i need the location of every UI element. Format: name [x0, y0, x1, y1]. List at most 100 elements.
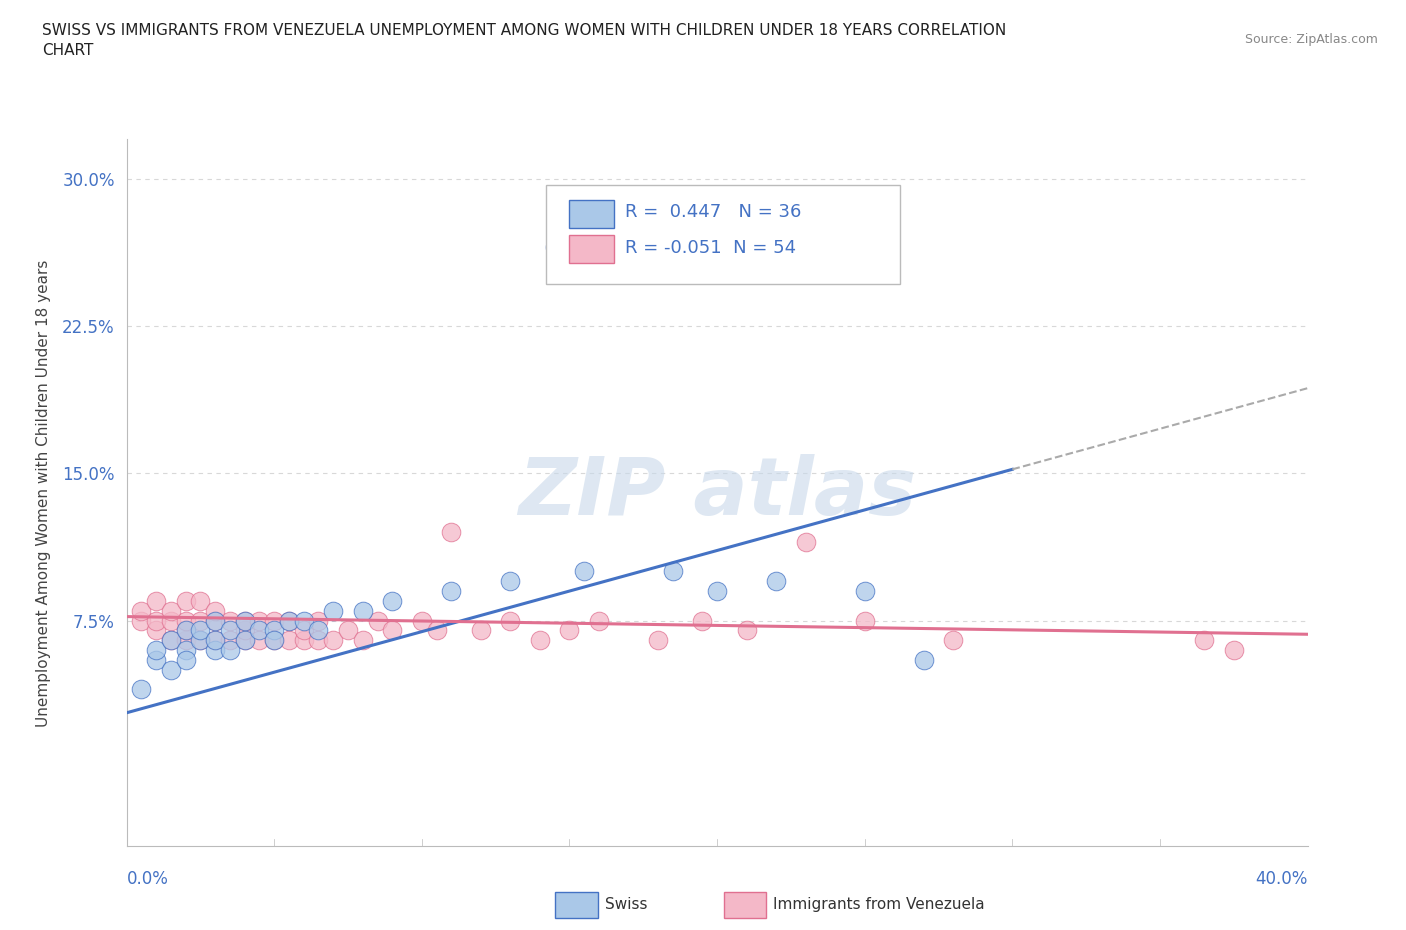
- Point: [529, 632, 551, 647]
- Text: 0.0%: 0.0%: [127, 870, 169, 888]
- Point: [159, 613, 183, 628]
- Point: [204, 613, 226, 628]
- Point: [159, 632, 183, 647]
- Point: [159, 604, 183, 618]
- Point: [307, 623, 329, 638]
- Point: [1192, 632, 1215, 647]
- Point: [765, 574, 787, 589]
- Text: 40.0%: 40.0%: [1256, 870, 1308, 888]
- Point: [188, 623, 211, 638]
- Point: [263, 632, 285, 647]
- Point: [292, 632, 315, 647]
- Point: [853, 613, 876, 628]
- Point: [129, 682, 153, 697]
- FancyBboxPatch shape: [546, 185, 900, 285]
- Point: [278, 632, 301, 647]
- Point: [174, 643, 197, 658]
- Point: [307, 632, 329, 647]
- Point: [145, 652, 167, 667]
- Point: [499, 574, 522, 589]
- Point: [174, 623, 197, 638]
- Point: [145, 593, 167, 608]
- Point: [912, 652, 935, 667]
- Point: [425, 623, 447, 638]
- Point: [129, 604, 153, 618]
- Point: [381, 593, 404, 608]
- Point: [690, 613, 713, 628]
- Point: [159, 632, 183, 647]
- Point: [411, 613, 433, 628]
- Point: [574, 564, 596, 578]
- Point: [706, 584, 728, 599]
- Point: [204, 604, 226, 618]
- Point: [204, 632, 226, 647]
- Point: [188, 613, 211, 628]
- Point: [145, 613, 167, 628]
- Point: [219, 632, 242, 647]
- Point: [174, 632, 197, 647]
- Point: [558, 623, 581, 638]
- Point: [219, 623, 242, 638]
- Point: [647, 632, 669, 647]
- Point: [174, 623, 197, 638]
- Point: [794, 535, 817, 550]
- Text: R = -0.051  N = 54: R = -0.051 N = 54: [624, 239, 796, 257]
- Point: [159, 662, 183, 677]
- Point: [174, 652, 197, 667]
- Point: [440, 525, 463, 539]
- Point: [278, 613, 301, 628]
- Point: [247, 632, 270, 647]
- Point: [263, 613, 285, 628]
- Text: Source: ZipAtlas.com: Source: ZipAtlas.com: [1244, 33, 1378, 46]
- Point: [247, 613, 270, 628]
- Point: [204, 643, 226, 658]
- Point: [188, 632, 211, 647]
- Point: [942, 632, 965, 647]
- Point: [188, 593, 211, 608]
- Text: ZIP atlas: ZIP atlas: [517, 454, 917, 532]
- FancyBboxPatch shape: [569, 200, 614, 228]
- Text: R =  0.447   N = 36: R = 0.447 N = 36: [624, 204, 801, 221]
- Point: [204, 632, 226, 647]
- Point: [322, 604, 344, 618]
- Point: [588, 613, 610, 628]
- Point: [174, 613, 197, 628]
- Point: [233, 632, 256, 647]
- Point: [263, 632, 285, 647]
- Point: [366, 613, 388, 628]
- Point: [233, 613, 256, 628]
- Point: [352, 604, 374, 618]
- Point: [292, 613, 315, 628]
- Point: [278, 613, 301, 628]
- Point: [853, 584, 876, 599]
- Point: [219, 643, 242, 658]
- Point: [735, 623, 758, 638]
- Point: [337, 623, 360, 638]
- Point: [145, 623, 167, 638]
- Point: [174, 593, 197, 608]
- Point: [204, 613, 226, 628]
- Text: Swiss: Swiss: [605, 897, 647, 912]
- Point: [1222, 643, 1246, 658]
- Point: [307, 613, 329, 628]
- Point: [219, 613, 242, 628]
- Point: [145, 643, 167, 658]
- Point: [263, 623, 285, 638]
- Point: [233, 632, 256, 647]
- Point: [440, 584, 463, 599]
- Text: SWISS VS IMMIGRANTS FROM VENEZUELA UNEMPLOYMENT AMONG WOMEN WITH CHILDREN UNDER : SWISS VS IMMIGRANTS FROM VENEZUELA UNEMP…: [42, 23, 1007, 58]
- Point: [543, 240, 565, 255]
- Point: [233, 613, 256, 628]
- Text: Immigrants from Venezuela: Immigrants from Venezuela: [773, 897, 986, 912]
- Point: [470, 623, 492, 638]
- Point: [352, 632, 374, 647]
- Point: [129, 613, 153, 628]
- FancyBboxPatch shape: [569, 235, 614, 263]
- Point: [233, 623, 256, 638]
- Point: [322, 632, 344, 647]
- Point: [292, 623, 315, 638]
- Point: [661, 564, 683, 578]
- Point: [247, 623, 270, 638]
- Point: [381, 623, 404, 638]
- Y-axis label: Unemployment Among Women with Children Under 18 years: Unemployment Among Women with Children U…: [37, 259, 51, 726]
